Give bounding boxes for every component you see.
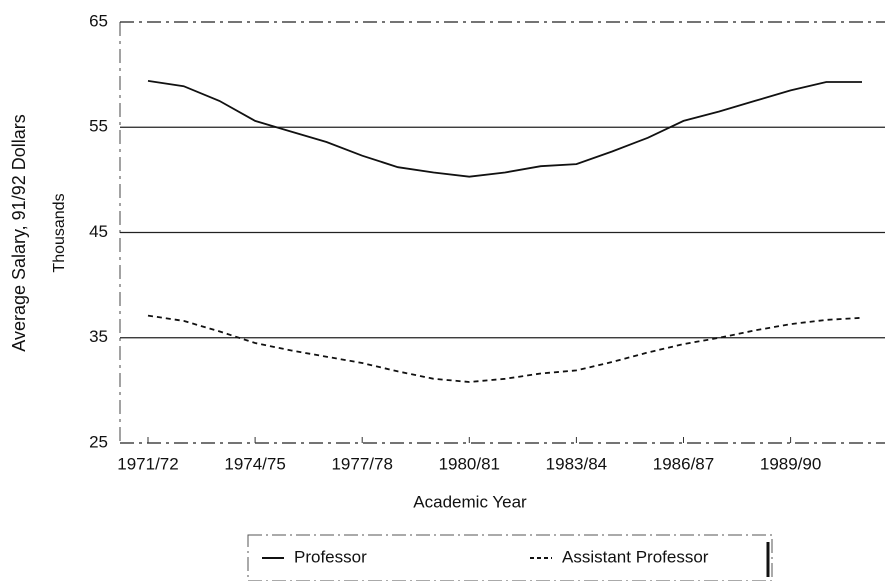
y-tick-label: 35: [89, 327, 108, 346]
y-tick-label: 45: [89, 222, 108, 241]
x-tick-label: 1977/78: [331, 454, 392, 473]
legend-box: [247, 534, 773, 581]
y-axis-label: Average Salary, 91/92 Dollars: [9, 114, 29, 351]
legend-label: Assistant Professor: [562, 547, 709, 566]
x-axis-label: Academic Year: [413, 492, 527, 511]
series-line: [147, 80, 862, 178]
x-tick-label: 1986/87: [653, 454, 714, 473]
y-tick-label: 55: [89, 117, 108, 136]
legend-label: Professor: [294, 547, 367, 566]
x-tick-label: 1989/90: [760, 454, 821, 473]
y-tick-label: 25: [89, 432, 108, 451]
y-tick-label: 65: [89, 11, 108, 30]
x-tick-label: 1983/84: [546, 454, 607, 473]
x-tick-label: 1980/81: [439, 454, 500, 473]
y-axis-sublabel: Thousands: [51, 193, 68, 272]
x-tick-label: 1971/72: [117, 454, 178, 473]
x-tick-label: 1974/75: [224, 454, 285, 473]
series-line: [147, 314, 863, 383]
